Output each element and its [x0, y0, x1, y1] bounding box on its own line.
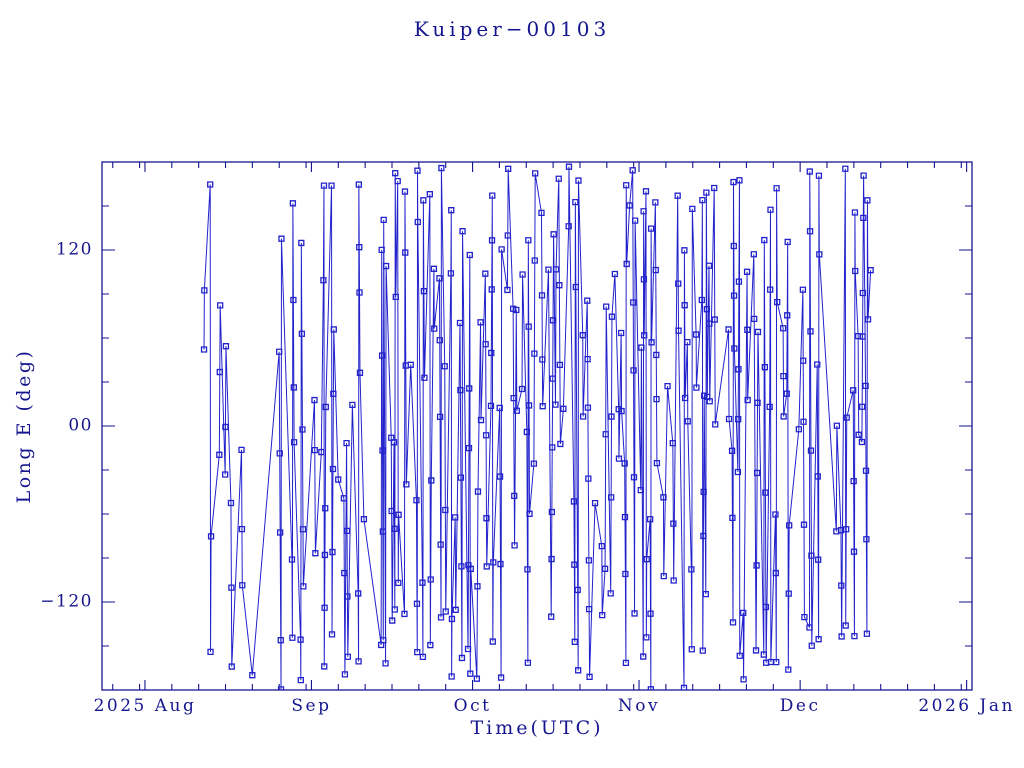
data-series	[200, 163, 874, 690]
x-tick-label-0: 2025 Aug	[93, 696, 197, 716]
x-tick-label-4: Dec	[779, 696, 821, 716]
x-tick-label-2: Oct	[453, 696, 492, 716]
y-tick-label-1: 00	[68, 415, 93, 436]
x-tick-label-5: 2026 Jan	[918, 696, 1015, 716]
plot-title: Kuiper−00103	[413, 17, 611, 41]
x-axis-title: Time(UTC)	[470, 717, 604, 739]
axis-ticks	[102, 162, 972, 690]
y-tick-label-0: 120	[56, 239, 93, 260]
y-tick-label-2: −120	[40, 591, 93, 612]
x-tick-label-1: Sep	[291, 696, 332, 716]
x-tick-label-3: Nov	[617, 696, 661, 716]
